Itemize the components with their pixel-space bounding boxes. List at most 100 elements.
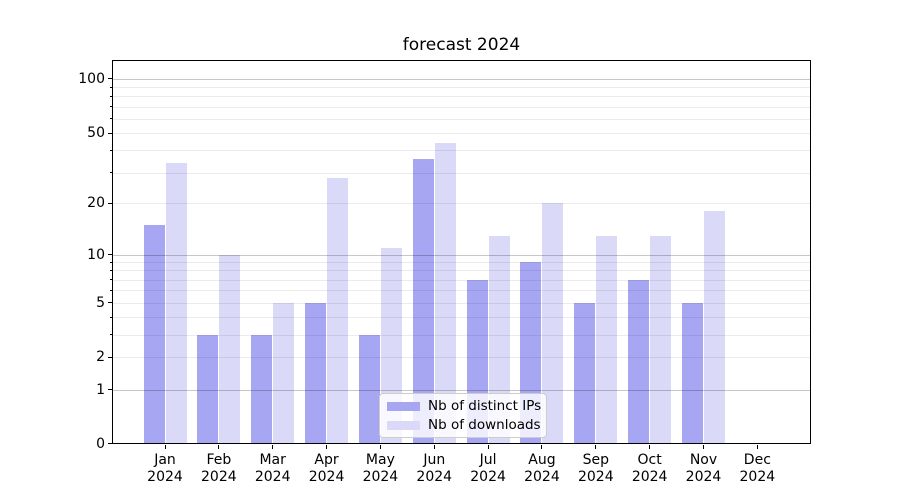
x-tick-mark (649, 445, 651, 449)
y-tick-mark-minor (110, 149, 112, 151)
bar-distinct-ips-mar (251, 334, 273, 443)
bar-downloads-mar (273, 302, 295, 443)
bar-distinct-ips-sep (574, 302, 596, 443)
gridline-90 (113, 87, 810, 89)
y-tick-mark-minor (110, 334, 112, 336)
x-tick-mark (595, 445, 597, 449)
y-tick-label-50: 50 (87, 125, 105, 142)
y-tick-mark-minor (110, 86, 112, 88)
x-tick-label-may: May 2024 (362, 452, 399, 485)
bar-distinct-ips-may (358, 334, 380, 443)
y-tick-mark (108, 132, 112, 134)
y-tick-mark-minor (110, 106, 112, 108)
bar-downloads-jun (434, 143, 456, 443)
y-tick-mark (108, 78, 112, 80)
gridline-5 (113, 302, 810, 304)
x-tick-mark (433, 445, 435, 449)
y-tick-mark (108, 202, 112, 204)
bar-distinct-ips-jun (412, 158, 434, 443)
gridline-30 (113, 172, 810, 174)
y-tick-label-20: 20 (87, 195, 105, 212)
x-tick-mark (379, 445, 381, 449)
gridline-100 (113, 78, 810, 80)
legend-label-downloads: Nb of downloads (428, 417, 541, 433)
legend-item-distinct-ips: Nb of distinct IPs (387, 397, 542, 415)
y-tick-label-100: 100 (78, 70, 105, 87)
bar-downloads-aug (542, 203, 564, 443)
x-tick-label-oct: Oct 2024 (631, 452, 668, 485)
gridline-40 (113, 150, 810, 152)
legend-item-downloads: Nb of downloads (387, 416, 541, 434)
gridline-20 (113, 203, 810, 205)
gridline-1 (113, 389, 810, 391)
y-tick-label-5: 5 (96, 294, 105, 311)
y-tick-mark-minor (110, 279, 112, 281)
y-tick-mark (108, 389, 112, 391)
gridline-8 (113, 270, 810, 272)
bar-distinct-ips-oct (628, 279, 650, 443)
gridline-10 (113, 254, 810, 256)
x-tick-label-aug: Aug 2024 (524, 452, 560, 485)
y-tick-mark-minor (110, 95, 112, 97)
gridline-2 (113, 357, 810, 359)
x-tick-mark (703, 445, 704, 449)
x-tick-label-jan: Jan 2024 (147, 452, 183, 485)
x-tick-label-jul: Jul 2024 (470, 452, 506, 485)
bar-downloads-sep (596, 235, 618, 443)
y-tick-mark (108, 356, 112, 358)
y-tick-mark (108, 443, 112, 444)
bar-downloads-oct (650, 235, 672, 443)
x-tick-mark (218, 445, 220, 449)
legend-swatch-distinct-ips (387, 401, 420, 411)
legend-swatch-downloads (387, 420, 420, 430)
x-tick-mark (487, 445, 489, 449)
gridline-6 (113, 290, 810, 292)
y-tick-mark-minor (110, 269, 112, 271)
bar-downloads-nov (704, 211, 725, 443)
bar-downloads-jul (488, 235, 510, 443)
bar-distinct-ips-jan (143, 224, 165, 443)
gridline-70 (113, 106, 810, 108)
x-tick-label-dec: Dec 2024 (739, 452, 776, 485)
plot-area: Nb of distinct IPs Nb of downloads (112, 60, 811, 444)
x-tick-label-mar: Mar 2024 (254, 452, 291, 485)
gridline-80 (113, 96, 810, 98)
y-tick-mark-minor (110, 289, 112, 291)
x-tick-mark (756, 445, 758, 449)
x-tick-mark (164, 445, 166, 449)
gridline-4 (113, 317, 810, 319)
x-tick-label-jun: Jun 2024 (416, 452, 453, 485)
y-tick-mark-minor (110, 172, 112, 174)
bar-distinct-ips-feb (197, 334, 219, 443)
chart-title: forecast 2024 (402, 35, 521, 55)
x-tick-mark (541, 445, 543, 449)
x-tick-mark (326, 445, 328, 449)
y-tick-label-0: 0 (96, 435, 105, 452)
x-tick-label-apr: Apr 2024 (308, 452, 345, 485)
gridline-9 (113, 262, 810, 264)
gridline-50 (113, 133, 810, 135)
legend-label-distinct-ips: Nb of distinct IPs (428, 398, 542, 414)
y-tick-mark (108, 302, 112, 304)
x-tick-label-feb: Feb 2024 (201, 452, 237, 485)
y-tick-mark (108, 254, 112, 256)
bar-distinct-ips-nov (682, 302, 703, 443)
y-tick-label-2: 2 (96, 349, 105, 366)
bar-distinct-ips-apr (305, 302, 327, 443)
bar-downloads-feb (219, 254, 241, 443)
legend: Nb of distinct IPs Nb of downloads (379, 393, 547, 438)
x-tick-mark (272, 445, 274, 449)
gridline-3 (113, 334, 810, 336)
bar-downloads-jan (165, 162, 187, 443)
x-tick-label-sep: Sep 2024 (577, 452, 614, 485)
y-tick-mark-minor (110, 118, 112, 120)
gridline-60 (113, 118, 810, 120)
y-tick-mark-minor (110, 316, 112, 318)
y-tick-label-10: 10 (87, 246, 105, 263)
bar-downloads-apr (327, 177, 349, 443)
gridline-7 (113, 279, 810, 281)
y-tick-mark-minor (110, 261, 112, 263)
y-tick-label-1: 1 (96, 381, 105, 398)
x-tick-label-nov: Nov 2024 (685, 452, 722, 485)
